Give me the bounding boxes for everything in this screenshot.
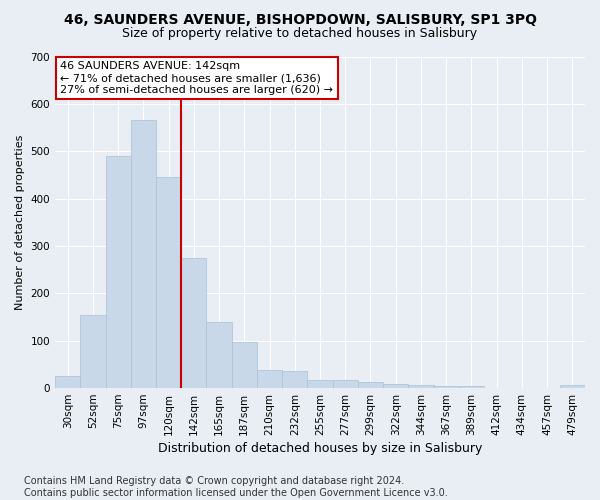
Bar xyxy=(332,380,358,388)
Bar xyxy=(257,370,282,388)
Text: Contains HM Land Registry data © Crown copyright and database right 2024.
Contai: Contains HM Land Registry data © Crown c… xyxy=(24,476,448,498)
X-axis label: Distribution of detached houses by size in Salisbury: Distribution of detached houses by size … xyxy=(158,442,482,455)
Text: Size of property relative to detached houses in Salisbury: Size of property relative to detached ho… xyxy=(122,28,478,40)
Text: 46, SAUNDERS AVENUE, BISHOPDOWN, SALISBURY, SP1 3PQ: 46, SAUNDERS AVENUE, BISHOPDOWN, SALISBU… xyxy=(64,12,536,26)
Bar xyxy=(80,314,106,388)
Bar xyxy=(181,258,206,388)
Bar xyxy=(55,376,80,388)
Bar xyxy=(383,384,409,388)
Bar xyxy=(459,386,484,388)
Bar xyxy=(156,178,181,388)
Bar xyxy=(106,156,131,388)
Bar xyxy=(206,322,232,388)
Bar xyxy=(307,380,332,388)
Bar xyxy=(560,385,585,388)
Bar xyxy=(358,382,383,388)
Bar xyxy=(434,386,459,388)
Text: 46 SAUNDERS AVENUE: 142sqm
← 71% of detached houses are smaller (1,636)
27% of s: 46 SAUNDERS AVENUE: 142sqm ← 71% of deta… xyxy=(61,62,334,94)
Y-axis label: Number of detached properties: Number of detached properties xyxy=(15,134,25,310)
Bar xyxy=(409,385,434,388)
Bar xyxy=(232,342,257,388)
Bar xyxy=(131,120,156,388)
Bar xyxy=(282,370,307,388)
